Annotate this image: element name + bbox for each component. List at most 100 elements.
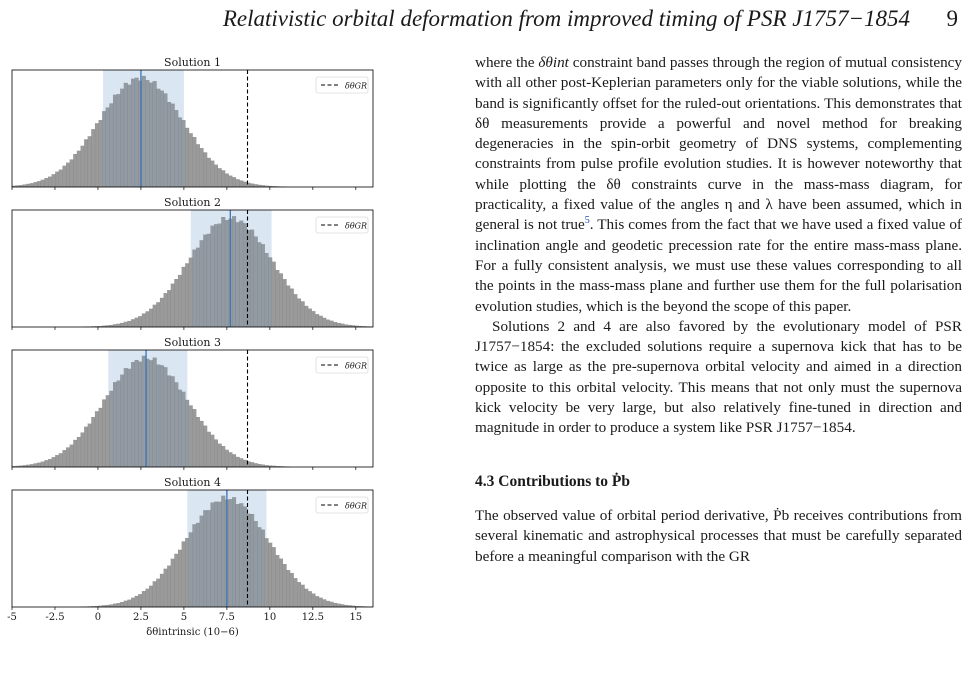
histogram-bar [228,175,233,188]
body-text: where the δθint constraint band passes t… [475,53,962,567]
histogram-bar [69,159,74,188]
histogram-bar [257,527,262,608]
histogram-bar [51,457,56,468]
histogram-bar [58,169,63,188]
histogram-figure: Solution 1 δθGR Solution 2 δθGR Solution 3 δθ… [0,52,440,672]
paragraph-2: Solutions 2 and 4 are also favored by th… [475,317,962,437]
histogram-bar [224,220,229,328]
histogram-bar [156,364,161,468]
histogram-bar [185,127,190,188]
histogram-bar [232,177,237,188]
histogram-bar [120,322,125,328]
x-tick-label: 12.5 [302,612,324,623]
histogram-bar [177,274,182,328]
footnote-ref[interactable]: 5 [584,215,590,227]
histogram-bar [29,183,34,188]
histogram-bar [196,417,200,468]
histogram-bar [138,361,143,468]
histogram-bar [261,529,265,608]
histogram-bar [289,288,294,328]
histogram-bar [109,103,114,188]
x-tick-label: -2.5 [45,612,64,623]
histogram-bar [318,597,323,608]
histogram-bar [48,176,52,188]
histogram-bar [242,181,247,188]
histogram-bar [37,462,42,468]
panel-title: Solution 4 [164,476,221,489]
histogram-bar [235,179,240,188]
histogram-bar [221,217,226,328]
histogram-bar [76,150,81,188]
histogram-bar [214,164,218,188]
histogram-bar [159,90,164,188]
histogram-bar [210,160,215,188]
histogram-bar [268,542,273,608]
x-tick-label: 5 [181,612,187,623]
legend-box [315,216,369,234]
histogram-bar [282,279,287,328]
histogram-bar [181,266,186,328]
legend-box [315,76,369,94]
histogram-bar [134,359,139,468]
histogram-bar [167,565,172,608]
panel-frame [11,349,374,468]
paragraph-1: where the δθint constraint band passes t… [475,54,962,315]
histogram-bar [156,578,161,608]
histogram-bar [33,463,38,468]
panel-frame [11,489,374,608]
histogram-bar [210,502,215,608]
histogram-bar [127,84,132,188]
histogram-bar [33,182,38,188]
histogram-bar [253,521,258,608]
histogram-bar [163,568,168,608]
histogram-bar [174,278,179,328]
histogram-bar [188,257,193,328]
histogram-bar [123,82,128,188]
histogram-bar [76,436,81,468]
histogram-bar [203,510,208,608]
x-axis-label: δθintrinsic (10−6) [146,627,239,638]
histogram-bar [232,216,237,328]
histogram-bar [315,314,320,328]
histogram-bar [156,302,161,328]
x-tick-label: 15 [349,612,362,623]
panel-frame [11,69,374,188]
histogram-bar [134,317,139,328]
histogram-bar [214,439,218,468]
histogram-bar [199,420,204,468]
histogram-bar [293,294,298,328]
histogram-bar [235,504,240,608]
histogram-bar [329,601,334,608]
histogram-bar [145,311,150,328]
histogram-bar [224,449,229,468]
histogram-bar [214,501,218,608]
histogram-bar [304,305,309,328]
histogram-bar [196,144,200,188]
histogram-bar [257,242,262,328]
histogram-bar [40,461,45,468]
histogram-bar [340,323,345,328]
histogram-bar [199,515,204,608]
histogram-bar [318,315,323,328]
running-title: Relativistic orbital deformation from im… [222,6,910,31]
histogram-bar [149,82,154,188]
histogram-bar [203,234,208,328]
histogram-bar [192,137,197,188]
histogram-bar [253,236,258,328]
histogram-bar [120,88,125,188]
histogram-bar [84,139,89,188]
histogram-bar [131,319,135,328]
histogram-bar [58,453,63,468]
histogram-bar [177,117,182,188]
histogram-bar [300,301,305,328]
histogram-bar [113,94,117,188]
histogram-bar [188,405,193,468]
histogram-bar [322,599,327,608]
histogram-bar [333,322,338,328]
histogram-bar [329,320,334,328]
histogram-bar [145,588,150,608]
histogram-bar [66,447,70,468]
histogram-bar [152,581,157,608]
histogram-bar [210,434,215,468]
histogram-bar [325,319,330,328]
